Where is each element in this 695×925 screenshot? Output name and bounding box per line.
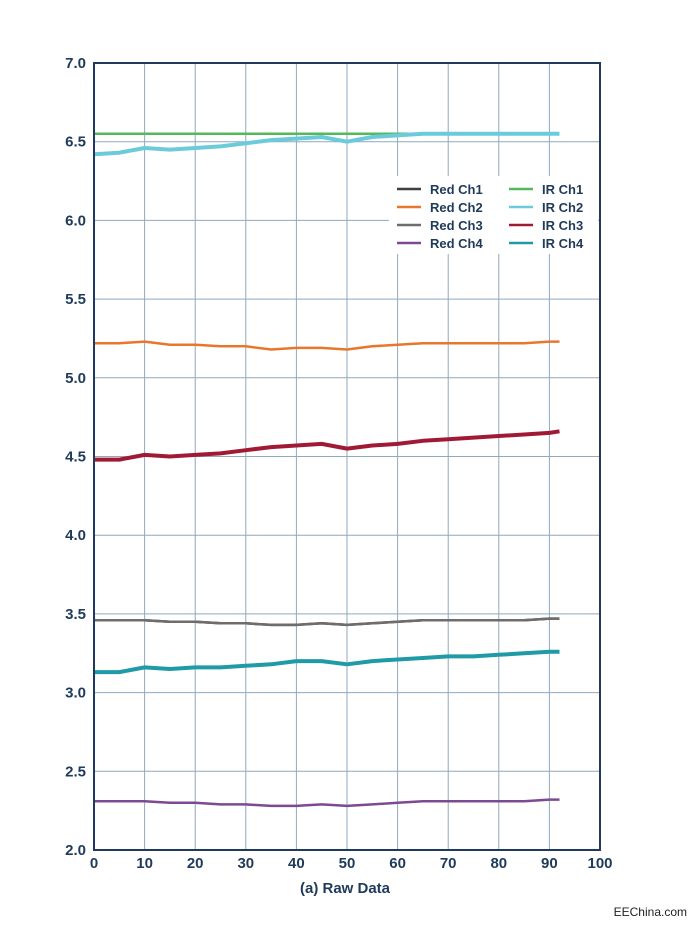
y-tick-label: 2.5 — [65, 763, 86, 780]
y-tick-label: 3.0 — [65, 685, 86, 702]
watermark: EEChina.com — [613, 905, 687, 919]
y-tick-label: 6.0 — [65, 212, 86, 229]
x-tick-label: 100 — [587, 855, 612, 872]
x-tick-label: 0 — [90, 855, 98, 872]
x-tick-label: 50 — [339, 855, 356, 872]
x-tick-label: 90 — [541, 855, 558, 872]
x-tick-label: 40 — [288, 855, 305, 872]
legend-box — [389, 176, 598, 254]
x-tick-labels: 0 10 20 30 40 50 60 70 80 90 100 — [90, 855, 613, 872]
y-tick-labels: 7.0 6.5 6.0 5.5 5.0 4.5 4.0 3.5 3.0 2.5 2.0 — [65, 55, 86, 859]
legend: Red Ch1 Red Ch2 Red Ch3 Red Ch4 IR Ch1 IR Ch2… — [389, 176, 598, 254]
legend-entry: IR Ch4 — [542, 236, 584, 251]
legend-entry: IR Ch1 — [542, 182, 583, 197]
legend-entry: Red Ch2 — [430, 200, 483, 215]
y-tick-label: 7.0 — [65, 55, 86, 72]
y-tick-label: 4.5 — [65, 449, 86, 466]
y-tick-label: 5.0 — [65, 370, 86, 387]
y-tick-label: 2.0 — [65, 842, 86, 859]
y-tick-label: 5.5 — [65, 291, 86, 308]
x-tick-label: 20 — [187, 855, 204, 872]
series-line-ir-ch3 — [94, 429, 560, 462]
x-tick-label: 10 — [136, 855, 153, 872]
y-tick-label: 3.5 — [65, 606, 86, 623]
series-line-ir-ch2 — [93, 131, 560, 157]
x-tick-label: 30 — [237, 855, 254, 872]
series-line-red-ch2 — [94, 340, 560, 351]
series-line-ir-ch4 — [94, 649, 560, 675]
x-tick-label: 70 — [440, 855, 457, 872]
series-lines — [93, 131, 560, 808]
legend-entry: Red Ch4 — [430, 236, 484, 251]
legend-entry: Red Ch3 — [430, 218, 483, 233]
legend-entry: Red Ch1 — [430, 182, 483, 197]
x-tick-label: 80 — [490, 855, 507, 872]
x-tick-label: 60 — [389, 855, 406, 872]
legend-entry: IR Ch3 — [542, 218, 583, 233]
series-line-red-ch3 — [94, 617, 560, 627]
y-tick-label: 6.5 — [65, 134, 86, 151]
y-tick-label: 4.0 — [65, 527, 86, 544]
series-line-red-ch4 — [94, 798, 560, 808]
legend-entry: IR Ch2 — [542, 200, 583, 215]
x-axis-label: (a) Raw Data — [300, 880, 391, 897]
plot-frame — [93, 62, 601, 851]
